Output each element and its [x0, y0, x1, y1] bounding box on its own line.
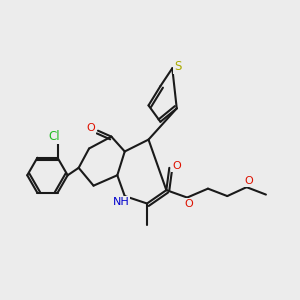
Text: O: O: [172, 161, 181, 171]
Text: Cl: Cl: [48, 130, 60, 143]
Text: O: O: [184, 199, 193, 209]
Text: O: O: [244, 176, 253, 186]
Text: NH: NH: [113, 197, 130, 207]
Text: S: S: [174, 60, 181, 73]
Text: O: O: [86, 123, 95, 133]
